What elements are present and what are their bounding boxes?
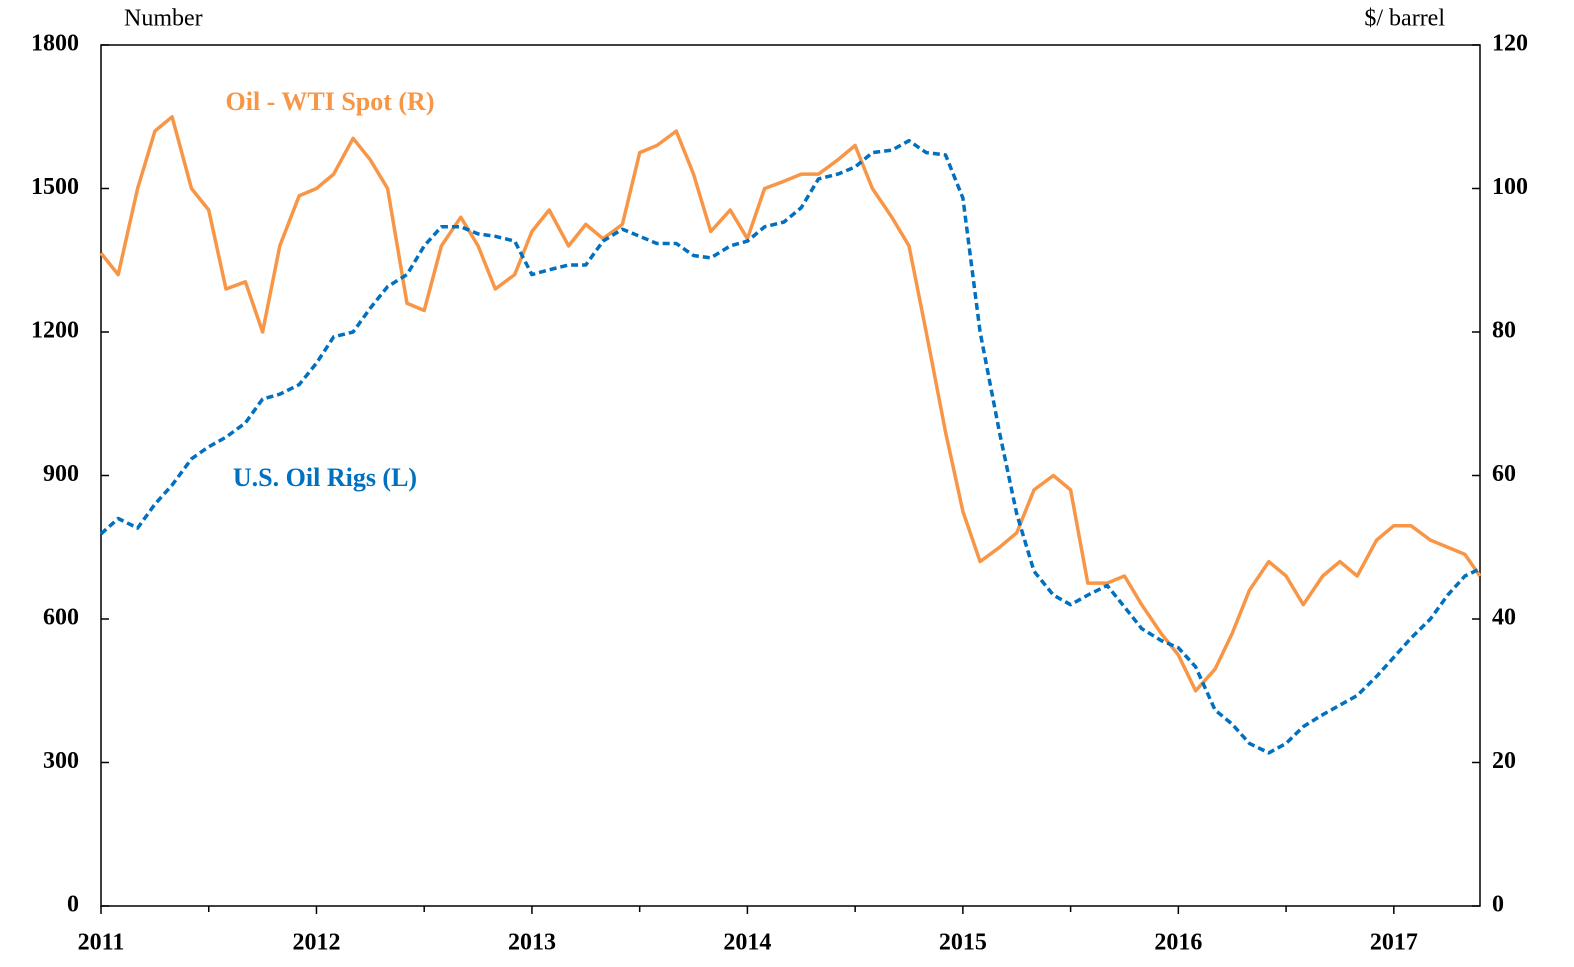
y-tick-label: 1200 — [31, 318, 79, 344]
series-label: U.S. Oil Rigs (L) — [233, 463, 417, 492]
y2-tick-label: 20 — [1492, 748, 1516, 774]
x-tick-label: 2017 — [1370, 930, 1418, 956]
y-tick-label: 300 — [43, 748, 79, 774]
x-tick-label: 2011 — [78, 930, 125, 956]
x-tick-label: 2014 — [723, 930, 771, 956]
x-tick-label: 2013 — [508, 930, 556, 956]
series-line — [99, 115, 1482, 693]
y-tick-label: 900 — [43, 461, 79, 487]
x-tick-label: 2012 — [292, 930, 340, 956]
y-tick-label: 0 — [67, 892, 79, 918]
x-tick-label: 2016 — [1154, 930, 1202, 956]
y-tick-label: 1800 — [31, 31, 79, 57]
y2-tick-label: 60 — [1492, 461, 1516, 487]
y2-axis-label: $/ barrel — [1364, 6, 1445, 32]
x-tick-label: 2015 — [939, 930, 987, 956]
series-label: Oil - WTI Spot (R) — [226, 87, 435, 116]
y-tick-label: 600 — [43, 605, 79, 631]
y2-tick-label: 100 — [1492, 174, 1528, 200]
y2-tick-label: 80 — [1492, 318, 1516, 344]
y2-tick-label: 120 — [1492, 31, 1528, 57]
y2-tick-label: 0 — [1492, 892, 1504, 918]
y2-tick-label: 40 — [1492, 605, 1516, 631]
y-axis-label: Number — [124, 6, 203, 32]
y-tick-label: 1500 — [31, 174, 79, 200]
series-line — [99, 138, 1481, 755]
